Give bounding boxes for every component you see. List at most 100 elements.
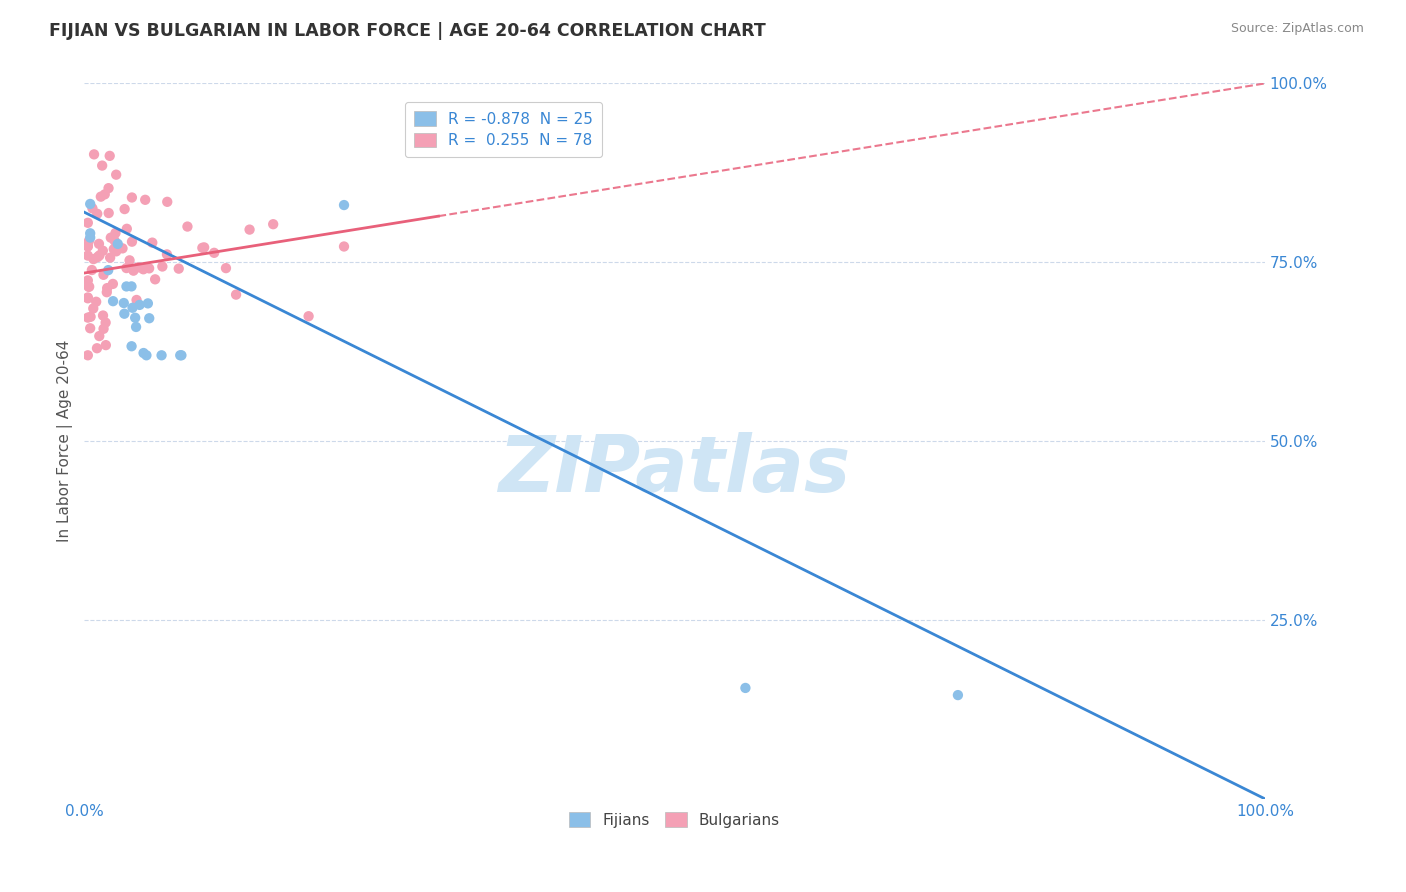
Point bbox=[191, 241, 214, 255]
Point bbox=[76, 310, 98, 325]
Point bbox=[76, 239, 98, 253]
Point bbox=[156, 247, 179, 261]
Point bbox=[97, 181, 120, 195]
Point bbox=[76, 348, 98, 362]
Point bbox=[121, 235, 143, 249]
Text: ZIPatlas: ZIPatlas bbox=[499, 432, 851, 508]
Point bbox=[127, 260, 149, 275]
Point bbox=[94, 316, 117, 330]
Point bbox=[100, 230, 122, 244]
Point bbox=[79, 310, 101, 324]
Point bbox=[105, 168, 128, 182]
Point bbox=[115, 279, 138, 293]
Point bbox=[87, 236, 110, 251]
Point bbox=[297, 309, 319, 323]
Point bbox=[83, 252, 105, 266]
Point bbox=[121, 301, 143, 315]
Point bbox=[77, 279, 100, 293]
Point bbox=[105, 244, 128, 259]
Point bbox=[167, 261, 190, 276]
Point bbox=[156, 194, 179, 209]
Point bbox=[202, 245, 225, 260]
Point bbox=[77, 279, 100, 293]
Point bbox=[136, 296, 159, 310]
Point bbox=[101, 277, 124, 291]
Point bbox=[93, 268, 115, 282]
Point bbox=[170, 348, 193, 362]
Point bbox=[98, 149, 121, 163]
Point bbox=[82, 202, 104, 216]
Point bbox=[104, 234, 127, 248]
Point bbox=[169, 348, 191, 362]
Point bbox=[118, 253, 141, 268]
Point bbox=[91, 244, 114, 258]
Point bbox=[150, 348, 173, 362]
Point bbox=[176, 219, 198, 234]
Point bbox=[76, 290, 98, 304]
Point bbox=[333, 239, 356, 253]
Point bbox=[121, 279, 143, 293]
Point bbox=[150, 260, 173, 274]
Point bbox=[143, 272, 166, 286]
Point bbox=[121, 339, 143, 353]
Point bbox=[125, 320, 148, 334]
Point bbox=[734, 681, 756, 695]
Point bbox=[333, 198, 356, 212]
Point bbox=[114, 202, 136, 216]
Point bbox=[86, 341, 108, 355]
Point bbox=[79, 197, 101, 211]
Point bbox=[111, 241, 134, 255]
Point bbox=[104, 226, 127, 240]
Point bbox=[125, 293, 148, 307]
Point bbox=[83, 147, 105, 161]
Point bbox=[193, 240, 215, 254]
Point bbox=[112, 296, 135, 310]
Point bbox=[122, 263, 145, 277]
Point bbox=[101, 294, 124, 309]
Point bbox=[76, 291, 98, 305]
Point bbox=[76, 273, 98, 287]
Point bbox=[93, 187, 115, 202]
Point bbox=[77, 234, 100, 248]
Point bbox=[121, 190, 143, 204]
Point bbox=[215, 261, 238, 276]
Point bbox=[239, 222, 262, 236]
Point bbox=[112, 307, 135, 321]
Point bbox=[79, 230, 101, 244]
Point bbox=[86, 250, 108, 264]
Point bbox=[76, 239, 98, 253]
Point bbox=[82, 301, 104, 316]
Point bbox=[76, 216, 98, 230]
Point bbox=[84, 294, 107, 309]
Point bbox=[107, 236, 129, 251]
Point bbox=[103, 242, 125, 256]
Point bbox=[138, 261, 160, 276]
Point bbox=[132, 262, 155, 277]
Point bbox=[76, 249, 98, 263]
Point bbox=[89, 329, 111, 343]
Point bbox=[94, 338, 117, 352]
Point bbox=[80, 263, 103, 277]
Point bbox=[132, 346, 155, 360]
Point bbox=[86, 207, 108, 221]
Text: FIJIAN VS BULGARIAN IN LABOR FORCE | AGE 20-64 CORRELATION CHART: FIJIAN VS BULGARIAN IN LABOR FORCE | AGE… bbox=[49, 22, 766, 40]
Point bbox=[97, 206, 120, 220]
Y-axis label: In Labor Force | Age 20-64: In Labor Force | Age 20-64 bbox=[58, 340, 73, 542]
Point bbox=[225, 287, 247, 301]
Point bbox=[96, 285, 118, 300]
Point bbox=[134, 193, 156, 207]
Point bbox=[138, 311, 160, 326]
Point bbox=[124, 310, 146, 325]
Point bbox=[79, 227, 101, 241]
Point bbox=[79, 321, 101, 335]
Point bbox=[97, 263, 120, 277]
Point bbox=[93, 322, 115, 336]
Point bbox=[128, 298, 150, 312]
Point bbox=[96, 281, 118, 295]
Point bbox=[98, 251, 121, 265]
Point bbox=[132, 261, 155, 276]
Point bbox=[115, 261, 138, 276]
Point bbox=[946, 688, 969, 702]
Point bbox=[89, 248, 111, 262]
Text: Source: ZipAtlas.com: Source: ZipAtlas.com bbox=[1230, 22, 1364, 36]
